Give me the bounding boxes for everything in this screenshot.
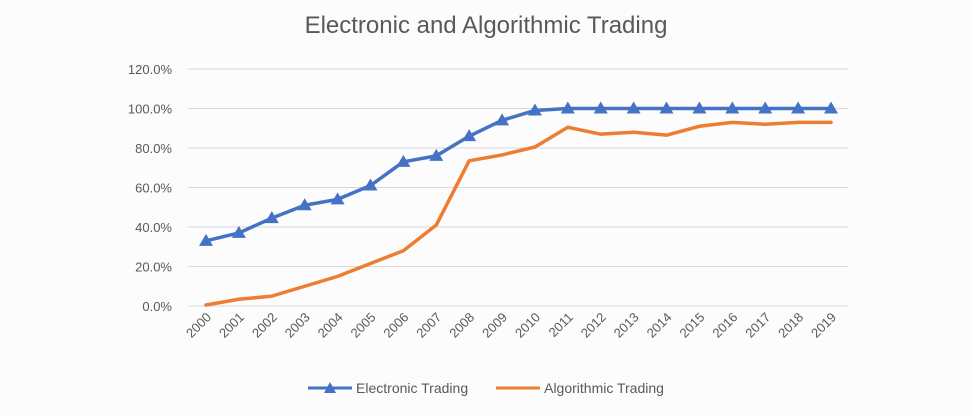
- legend-swatch-line-icon: [496, 386, 541, 390]
- data-point-marker: [626, 101, 641, 114]
- legend-item-electronic: Electronic Trading: [308, 380, 468, 396]
- data-point-marker: [231, 225, 246, 238]
- x-tick-label: 2013: [611, 310, 642, 341]
- x-tick-label: 2001: [216, 310, 247, 341]
- y-tick-label: 0.0%: [142, 299, 172, 314]
- data-point-marker: [264, 211, 279, 224]
- data-point-marker: [462, 129, 477, 142]
- data-point-marker: [824, 101, 838, 114]
- x-tick-label: 2014: [644, 310, 675, 341]
- x-tick-label: 2006: [380, 310, 411, 341]
- series-line-electronic: [204, 106, 833, 243]
- x-tick-label: 2012: [578, 310, 609, 341]
- data-point-marker: [297, 198, 312, 211]
- y-tick-label: 80.0%: [135, 141, 172, 156]
- data-point-marker: [330, 192, 345, 205]
- data-point-marker: [758, 101, 773, 114]
- data-point-marker: [429, 148, 444, 161]
- x-tick-label: 2004: [315, 310, 346, 341]
- data-point-marker: [527, 103, 542, 116]
- data-point-marker: [659, 101, 674, 114]
- y-tick-label: 100.0%: [128, 102, 173, 117]
- legend-item-algorithmic: Algorithmic Trading: [496, 380, 664, 396]
- chart-title: Electronic and Algorithmic Trading: [304, 12, 668, 39]
- data-point-marker: [725, 101, 740, 114]
- x-tick-label: 2010: [512, 310, 543, 341]
- x-tick-label: 2003: [282, 310, 313, 341]
- data-point-marker: [363, 178, 378, 191]
- y-tick-label: 60.0%: [135, 181, 172, 196]
- x-tick-label: 2000: [183, 310, 214, 341]
- x-tick-label: 2002: [249, 310, 280, 341]
- x-tick-label: 2017: [742, 310, 773, 341]
- x-tick-label: 2008: [446, 310, 477, 341]
- series-line-algorithmic: [204, 120, 833, 307]
- x-tick-label: 2011: [546, 310, 576, 340]
- data-point-marker: [199, 233, 213, 246]
- legend-label: Electronic Trading: [356, 380, 469, 396]
- x-tick-label: 2016: [709, 310, 740, 341]
- y-tick-label: 120.0%: [128, 62, 173, 77]
- x-tick-label: 2018: [775, 310, 806, 341]
- x-tick-label: 2015: [676, 310, 707, 341]
- data-point-marker: [495, 113, 510, 126]
- x-tick-label: 2005: [348, 310, 379, 341]
- data-point-marker: [791, 101, 806, 114]
- x-tick-label: 2019: [808, 310, 839, 341]
- y-tick-label: 40.0%: [135, 220, 172, 235]
- data-point-marker: [692, 101, 707, 114]
- legend: Electronic Trading Algorithmic Trading: [0, 380, 972, 396]
- x-tick-label: 2009: [479, 310, 510, 341]
- data-point-marker: [560, 101, 575, 114]
- y-tick-label: 20.0%: [135, 260, 172, 275]
- legend-label: Algorithmic Trading: [544, 380, 664, 396]
- data-point-marker: [396, 154, 411, 167]
- x-tick-label: 2007: [413, 310, 444, 341]
- legend-swatch-triangle-icon: [308, 382, 353, 393]
- data-point-marker: [593, 101, 608, 114]
